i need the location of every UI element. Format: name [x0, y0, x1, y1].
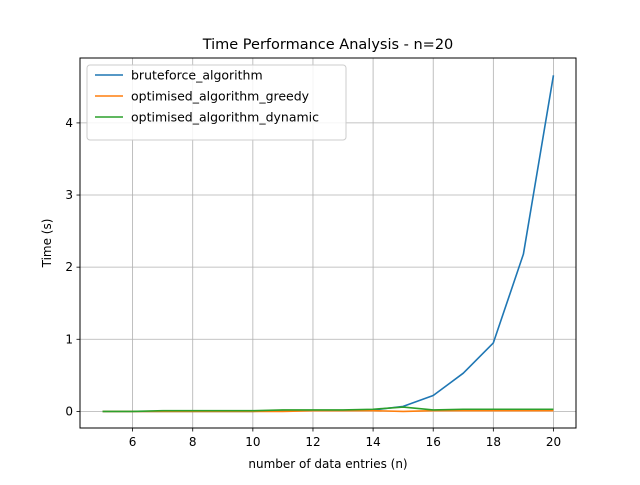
x-tick-label: 20	[546, 435, 561, 449]
legend-label: optimised_algorithm_dynamic	[131, 110, 319, 125]
series-line-optimised-algorithm-dynamic	[102, 406, 554, 413]
y-tick-label: 3	[65, 188, 73, 202]
y-tick-label: 1	[65, 332, 73, 346]
y-axis-label: Time (s)	[40, 219, 54, 269]
x-tick-label: 18	[486, 435, 501, 449]
legend-box	[86, 64, 347, 141]
x-tick-label: 10	[245, 435, 260, 449]
legend-label: bruteforce_algorithm	[131, 68, 263, 83]
x-axis-label: number of data entries (n)	[248, 457, 407, 471]
plot-area-frame	[79, 57, 577, 429]
x-tick-label: 12	[305, 435, 320, 449]
data-series	[102, 75, 555, 413]
y-tick-label: 0	[65, 404, 73, 418]
y-tick-label: 4	[65, 116, 73, 130]
legend: bruteforce_algorithm optimised_algorithm_…	[86, 64, 347, 141]
legend-label: optimised_algorithm_greedy	[131, 89, 310, 104]
x-tick-label: 16	[426, 435, 441, 449]
x-tick-label: 8	[189, 435, 197, 449]
chart-title: Time Performance Analysis - n=20	[202, 37, 454, 53]
x-tick-label: 14	[365, 435, 380, 449]
x-tick-label: 6	[129, 435, 137, 449]
y-tick-label: 2	[65, 260, 73, 274]
